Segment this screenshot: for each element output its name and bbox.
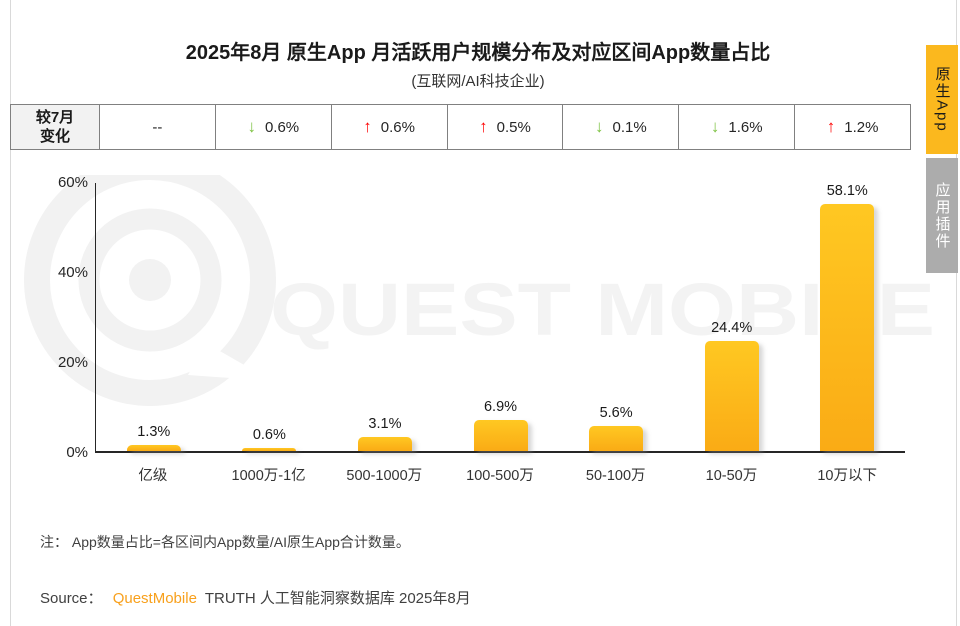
- change-cell: --: [99, 105, 215, 149]
- tab-native-app-label: 原生App: [933, 66, 951, 133]
- up-arrow-icon: ↑: [826, 117, 836, 136]
- change-table-header: 较7月 变化: [11, 105, 99, 149]
- x-axis-label: 亿级: [138, 468, 168, 484]
- bar-value-label: 0.6%: [252, 427, 286, 444]
- bar-value-label: 1.3%: [137, 424, 171, 441]
- change-vs-july-table: 较7月 变化 -- ↓ 0.6% ↑ 0.6% ↑ 0.5% ↓ 0.1% ↓ 1.6% ↑ 1.2%: [10, 104, 911, 150]
- down-arrow-icon: ↓: [595, 117, 604, 136]
- bar-slot: 58.1%: [789, 183, 905, 451]
- down-arrow-icon: ↓: [710, 117, 720, 136]
- change-value: 0.1%: [612, 118, 647, 136]
- bar: [704, 341, 759, 451]
- change-cell: ↑ 0.6%: [330, 105, 447, 149]
- page-title: 2025年8月 原生App 月活跃用户规模分布及对应区间App数量占比: [185, 42, 771, 64]
- tab-app-plugin[interactable]: 应用插件: [926, 158, 958, 273]
- right-edge-divider: [956, 0, 957, 626]
- x-axis-label: 10万以下: [817, 468, 877, 484]
- x-axis-label: 50-100万: [585, 468, 646, 484]
- page-subtitle: (互联网/AI科技企业): [411, 73, 545, 90]
- source-brand: QuestMobile: [112, 590, 197, 607]
- bar-slot: 3.1%: [327, 183, 443, 451]
- bar-slot: 6.9%: [443, 183, 559, 451]
- change-value: 1.2%: [844, 118, 879, 136]
- bar-slot: 5.6%: [558, 183, 674, 451]
- source-prefix: Source：: [40, 590, 103, 607]
- change-value: --: [152, 118, 163, 136]
- source-line: Source： QuestMobile TRUTH 人工智能洞察数据库 2025…: [40, 587, 471, 608]
- footnote: 注： App数量占比=各区间内App数量/AI原生App合计数量。: [40, 534, 410, 550]
- up-arrow-icon: ↑: [363, 117, 372, 136]
- bar-value-label: 3.1%: [368, 416, 402, 433]
- change-cell: ↓ 0.6%: [214, 105, 331, 149]
- change-table-header-line1: 较7月: [35, 109, 75, 126]
- y-axis-tick: 20%: [57, 354, 88, 371]
- up-arrow-icon: ↑: [479, 117, 488, 136]
- bar: [820, 204, 875, 451]
- bar-slot: 24.4%: [674, 183, 790, 451]
- bar-value-label: 24.4%: [711, 320, 753, 337]
- bar: [126, 445, 181, 451]
- tab-native-app[interactable]: 原生App: [926, 45, 958, 154]
- left-edge-divider: [10, 0, 11, 626]
- bar-value-label: 5.6%: [599, 404, 633, 421]
- source-suffix: TRUTH 人工智能洞察数据库 2025年8月: [204, 590, 471, 607]
- change-value: 1.6%: [728, 118, 763, 136]
- watermark-bubble-tail: [188, 343, 272, 381]
- y-axis-tick: 60%: [57, 174, 88, 191]
- change-table-header-line2: 变化: [39, 128, 70, 145]
- bar-slot: 1.3%: [96, 183, 212, 451]
- x-axis-labels: 亿级 1000万-1亿 500-1000万 100-500万 50-100万 10-50万…: [95, 464, 905, 485]
- y-axis-tick: 0%: [66, 444, 88, 461]
- x-axis-label: 100-500万: [466, 468, 534, 484]
- change-value: 0.6%: [380, 118, 415, 136]
- bar-slot: 0.6%: [212, 183, 328, 451]
- bar-value-label: 58.1%: [826, 183, 868, 199]
- x-axis-label: 10-50万: [705, 468, 758, 484]
- change-cell: ↑ 1.2%: [794, 105, 910, 149]
- x-axis-label: 1000万-1亿: [231, 468, 306, 484]
- x-axis-label: 500-1000万: [346, 468, 423, 484]
- bar: [589, 425, 644, 451]
- tab-app-plugin-label: 应用插件: [933, 181, 951, 250]
- change-cell: ↑ 0.5%: [446, 105, 563, 149]
- change-cell: ↓ 0.1%: [562, 105, 678, 149]
- y-axis-tick: 40%: [57, 264, 88, 281]
- bar: [357, 437, 412, 451]
- bar-value-label: 6.9%: [483, 398, 518, 415]
- bar: [242, 448, 297, 451]
- change-cell: ↓ 1.6%: [678, 105, 794, 149]
- bar: [473, 419, 528, 451]
- change-value: 0.5%: [496, 118, 531, 136]
- bar-chart-plot-area: 1.3% 0.6% 3.1% 6.9% 5.6% 24.4% 58.1%: [95, 183, 905, 453]
- down-arrow-icon: ↓: [247, 117, 256, 136]
- change-value: 0.6%: [264, 118, 300, 136]
- watermark-center-dot: [129, 259, 171, 301]
